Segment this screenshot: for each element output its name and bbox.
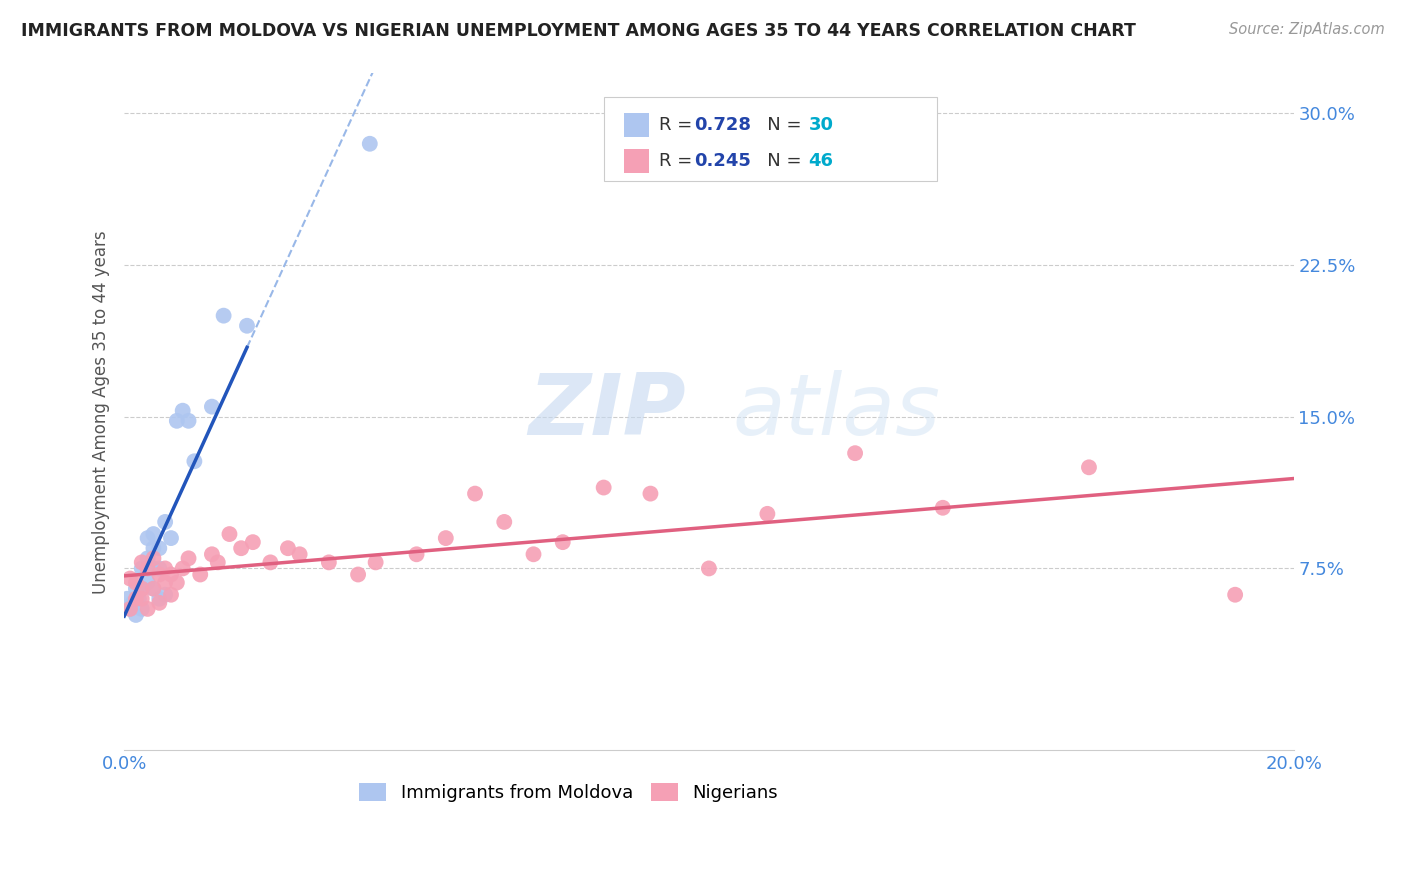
Point: [551, 535, 574, 549]
Point: [136, 531, 159, 545]
Point: [522, 547, 544, 561]
Point: [122, 596, 145, 610]
Point: [434, 531, 457, 545]
Point: [148, 567, 170, 582]
Point: [125, 607, 148, 622]
Text: 30: 30: [808, 116, 834, 134]
Point: [494, 515, 516, 529]
Point: [128, 591, 150, 606]
Point: [242, 535, 264, 549]
Point: [142, 582, 165, 596]
Point: [288, 547, 311, 561]
Text: Source: ZipAtlas.com: Source: ZipAtlas.com: [1229, 22, 1385, 37]
Point: [347, 567, 370, 582]
FancyBboxPatch shape: [603, 96, 936, 181]
Point: [148, 591, 170, 606]
Point: [142, 551, 165, 566]
Point: [166, 414, 188, 428]
Point: [201, 547, 224, 561]
Point: [120, 602, 142, 616]
Point: [359, 136, 381, 151]
Point: [120, 572, 142, 586]
FancyBboxPatch shape: [623, 149, 650, 173]
FancyBboxPatch shape: [623, 113, 650, 136]
Point: [136, 561, 159, 575]
Text: R =: R =: [658, 152, 697, 169]
Point: [177, 551, 200, 566]
Text: ZIP: ZIP: [527, 370, 686, 453]
Text: 46: 46: [808, 152, 834, 169]
Point: [212, 309, 235, 323]
Point: [131, 582, 153, 596]
Point: [131, 582, 153, 596]
Text: N =: N =: [749, 152, 807, 169]
Point: [153, 561, 176, 575]
Point: [364, 555, 387, 569]
Legend: Immigrants from Moldova, Nigerians: Immigrants from Moldova, Nigerians: [352, 775, 786, 809]
Text: 0.728: 0.728: [693, 116, 751, 134]
Point: [236, 318, 259, 333]
Point: [125, 582, 148, 596]
Point: [148, 561, 170, 575]
Point: [142, 527, 165, 541]
Point: [201, 400, 224, 414]
Point: [277, 541, 299, 556]
Point: [318, 555, 340, 569]
Point: [142, 582, 165, 596]
Point: [188, 567, 211, 582]
Point: [148, 541, 170, 556]
Point: [160, 567, 183, 582]
Text: IMMIGRANTS FROM MOLDOVA VS NIGERIAN UNEMPLOYMENT AMONG AGES 35 TO 44 YEARS CORRE: IMMIGRANTS FROM MOLDOVA VS NIGERIAN UNEM…: [21, 22, 1136, 40]
Point: [183, 454, 205, 468]
Point: [131, 561, 153, 575]
Point: [136, 602, 159, 616]
Y-axis label: Unemployment Among Ages 35 to 44 years: Unemployment Among Ages 35 to 44 years: [93, 230, 110, 593]
Text: atlas: atlas: [733, 370, 941, 453]
Point: [131, 591, 153, 606]
Point: [160, 531, 183, 545]
Point: [153, 515, 176, 529]
Point: [259, 555, 281, 569]
Point: [231, 541, 253, 556]
Point: [148, 596, 170, 610]
Point: [172, 561, 194, 575]
Point: [153, 575, 176, 590]
Point: [932, 500, 955, 515]
Point: [160, 588, 183, 602]
Point: [166, 575, 188, 590]
Point: [207, 555, 229, 569]
Point: [120, 602, 142, 616]
Point: [697, 561, 720, 575]
Point: [136, 575, 159, 590]
Text: 0.245: 0.245: [693, 152, 751, 169]
Point: [142, 561, 165, 575]
Point: [756, 507, 779, 521]
Point: [592, 481, 614, 495]
Point: [142, 541, 165, 556]
Point: [115, 591, 138, 606]
Point: [125, 575, 148, 590]
Point: [844, 446, 866, 460]
Point: [131, 602, 153, 616]
Point: [640, 486, 662, 500]
Point: [153, 588, 176, 602]
Text: R =: R =: [658, 116, 697, 134]
Point: [131, 555, 153, 569]
Point: [172, 403, 194, 417]
Text: N =: N =: [749, 116, 807, 134]
Point: [405, 547, 427, 561]
Point: [1078, 460, 1101, 475]
Point: [177, 414, 200, 428]
Point: [218, 527, 240, 541]
Point: [125, 591, 148, 606]
Point: [136, 551, 159, 566]
Point: [464, 486, 486, 500]
Point: [1223, 588, 1246, 602]
